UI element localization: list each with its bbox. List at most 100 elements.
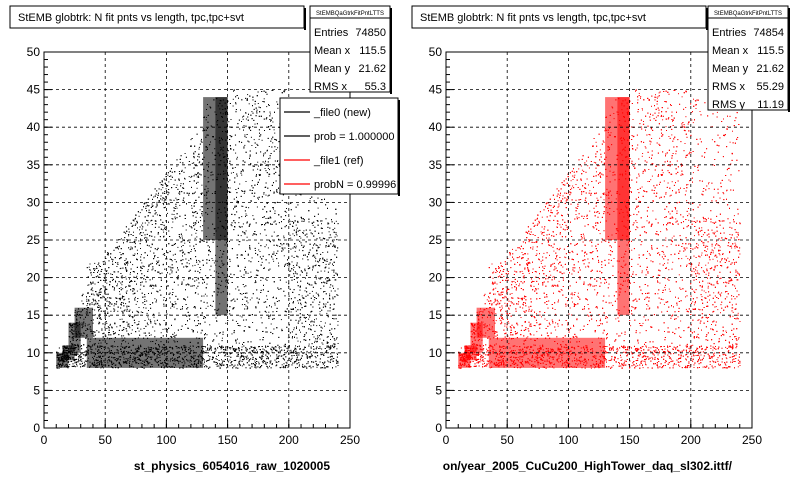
data-point	[176, 165, 178, 167]
data-point	[199, 226, 201, 228]
data-point	[221, 337, 223, 339]
data-point	[327, 342, 329, 344]
data-point	[310, 350, 312, 352]
data-point	[79, 355, 81, 357]
data-point	[164, 255, 166, 256]
data-point	[243, 146, 245, 148]
data-point	[320, 288, 322, 290]
data-point	[171, 227, 173, 229]
data-point	[184, 167, 186, 169]
data-point	[254, 346, 256, 348]
data-point	[201, 215, 203, 217]
data-point	[106, 254, 108, 255]
data-point	[88, 284, 90, 286]
data-point	[258, 138, 260, 140]
data-point	[258, 242, 260, 244]
data-point	[181, 169, 183, 171]
data-point	[266, 106, 268, 108]
data-point	[322, 252, 324, 253]
data-point	[120, 267, 122, 269]
data-point	[258, 249, 260, 251]
data-point	[297, 340, 299, 342]
data-point	[237, 355, 239, 357]
data-point	[179, 161, 181, 163]
data-point	[227, 279, 229, 281]
data-point	[86, 298, 88, 300]
data-point	[194, 264, 196, 266]
data-point	[76, 364, 78, 365]
data-point	[241, 365, 243, 367]
data-point	[139, 229, 140, 231]
data-point	[221, 361, 223, 363]
data-point	[251, 297, 253, 299]
data-point	[316, 260, 318, 262]
data-point	[142, 222, 144, 224]
data-point	[336, 361, 338, 363]
data-point	[174, 332, 175, 334]
data-point	[252, 126, 254, 128]
data-point	[209, 345, 211, 347]
data-point	[260, 279, 262, 281]
data-point	[314, 356, 316, 357]
data-point	[246, 355, 248, 357]
data-point	[228, 121, 230, 123]
data-point	[312, 321, 314, 323]
data-point	[161, 199, 163, 201]
data-point	[243, 192, 245, 194]
data-point	[281, 328, 283, 330]
data-point	[138, 307, 140, 308]
data-point	[278, 192, 280, 194]
data-point	[248, 207, 250, 209]
data-point	[296, 229, 297, 231]
data-point	[290, 237, 292, 239]
data-point	[187, 266, 189, 268]
data-point	[267, 167, 269, 169]
data-point	[161, 224, 163, 226]
data-point	[225, 349, 227, 351]
data-point	[192, 265, 194, 267]
data-point	[196, 287, 198, 289]
data-point	[318, 247, 320, 248]
data-point	[121, 318, 123, 320]
data-point	[148, 222, 150, 224]
data-point	[274, 348, 276, 350]
data-point	[329, 297, 330, 299]
data-point	[329, 293, 331, 295]
data-point	[248, 364, 250, 366]
data-point	[228, 355, 230, 357]
data-point	[194, 237, 196, 239]
data-point	[296, 278, 298, 279]
data-point	[237, 264, 239, 266]
data-point	[248, 103, 250, 105]
data-point	[176, 308, 178, 310]
data-point	[264, 363, 266, 365]
data-point	[165, 184, 167, 186]
data-point	[125, 276, 127, 278]
data-point	[268, 158, 269, 160]
data-point	[80, 353, 82, 355]
data-point	[294, 361, 295, 363]
data-point	[295, 307, 296, 309]
data-point	[199, 209, 201, 211]
data-point	[193, 212, 195, 214]
data-point	[144, 299, 146, 301]
data-point	[324, 365, 325, 367]
data-point	[152, 287, 154, 289]
data-point	[148, 293, 149, 294]
data-point	[229, 187, 231, 189]
data-point	[158, 260, 160, 262]
data-point	[198, 162, 200, 164]
data-point	[109, 303, 111, 305]
data-point	[242, 254, 243, 256]
data-point	[147, 269, 149, 271]
data-point	[239, 183, 241, 185]
data-point	[311, 290, 313, 292]
data-point	[148, 318, 149, 320]
data-point	[209, 269, 211, 271]
data-point	[178, 192, 180, 194]
data-point	[168, 181, 170, 183]
data-point	[231, 347, 233, 349]
data-point	[300, 341, 301, 343]
data-point	[181, 246, 182, 248]
data-point	[265, 311, 267, 313]
